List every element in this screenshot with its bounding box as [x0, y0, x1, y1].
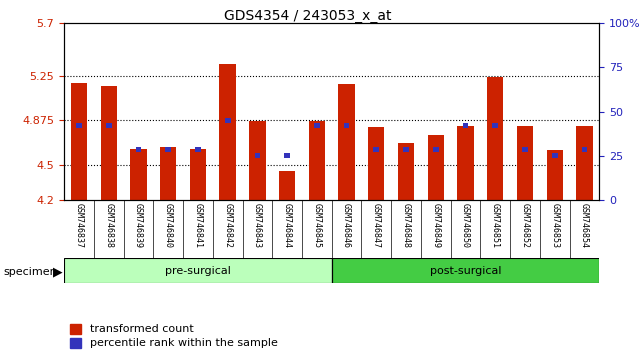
- Bar: [76, 123, 82, 128]
- Bar: [254, 153, 260, 158]
- Bar: [457, 126, 474, 200]
- Text: GSM746842: GSM746842: [223, 203, 232, 248]
- Bar: [284, 153, 290, 158]
- Text: GSM746854: GSM746854: [580, 203, 589, 248]
- Text: specimen: specimen: [3, 267, 57, 276]
- Bar: [314, 123, 320, 128]
- Text: post-surgical: post-surgical: [429, 266, 501, 276]
- Text: GSM746851: GSM746851: [491, 203, 500, 248]
- Bar: [492, 123, 498, 128]
- Bar: [552, 153, 558, 158]
- Bar: [160, 147, 176, 200]
- Bar: [136, 147, 141, 152]
- Bar: [190, 149, 206, 200]
- Text: ▶: ▶: [53, 265, 62, 278]
- Text: GSM746852: GSM746852: [520, 203, 529, 248]
- Legend: transformed count, percentile rank within the sample: transformed count, percentile rank withi…: [70, 324, 278, 348]
- Text: GSM746853: GSM746853: [550, 203, 559, 248]
- Bar: [403, 147, 409, 152]
- Bar: [398, 143, 414, 200]
- Text: GSM746845: GSM746845: [312, 203, 321, 248]
- Text: GSM746838: GSM746838: [104, 203, 113, 248]
- Text: GSM746837: GSM746837: [74, 203, 83, 248]
- Text: GSM746849: GSM746849: [431, 203, 440, 248]
- Text: GSM746846: GSM746846: [342, 203, 351, 248]
- Bar: [576, 126, 593, 200]
- Bar: [130, 149, 147, 200]
- Bar: [433, 147, 438, 152]
- Bar: [547, 150, 563, 200]
- Text: pre-surgical: pre-surgical: [165, 266, 231, 276]
- Bar: [219, 64, 236, 200]
- Bar: [64, 258, 332, 283]
- Bar: [517, 126, 533, 200]
- Bar: [101, 86, 117, 200]
- Text: GSM746843: GSM746843: [253, 203, 262, 248]
- Bar: [195, 147, 201, 152]
- Bar: [332, 258, 599, 283]
- Text: GSM746850: GSM746850: [461, 203, 470, 248]
- Bar: [165, 147, 171, 152]
- Text: GSM746840: GSM746840: [163, 203, 172, 248]
- Bar: [374, 147, 379, 152]
- Text: GDS4354 / 243053_x_at: GDS4354 / 243053_x_at: [224, 9, 392, 23]
- Text: GSM746841: GSM746841: [194, 203, 203, 248]
- Bar: [249, 121, 265, 200]
- Bar: [344, 123, 349, 128]
- Bar: [522, 147, 528, 152]
- Text: GSM746848: GSM746848: [401, 203, 410, 248]
- Bar: [71, 83, 87, 200]
- Bar: [581, 147, 587, 152]
- Bar: [225, 118, 231, 123]
- Bar: [428, 135, 444, 200]
- Text: GSM746844: GSM746844: [283, 203, 292, 248]
- Bar: [368, 127, 385, 200]
- Bar: [487, 77, 503, 200]
- Bar: [309, 121, 325, 200]
- Bar: [279, 171, 296, 200]
- Text: GSM746847: GSM746847: [372, 203, 381, 248]
- Bar: [463, 123, 469, 128]
- Bar: [106, 123, 112, 128]
- Text: GSM746839: GSM746839: [134, 203, 143, 248]
- Bar: [338, 84, 354, 200]
